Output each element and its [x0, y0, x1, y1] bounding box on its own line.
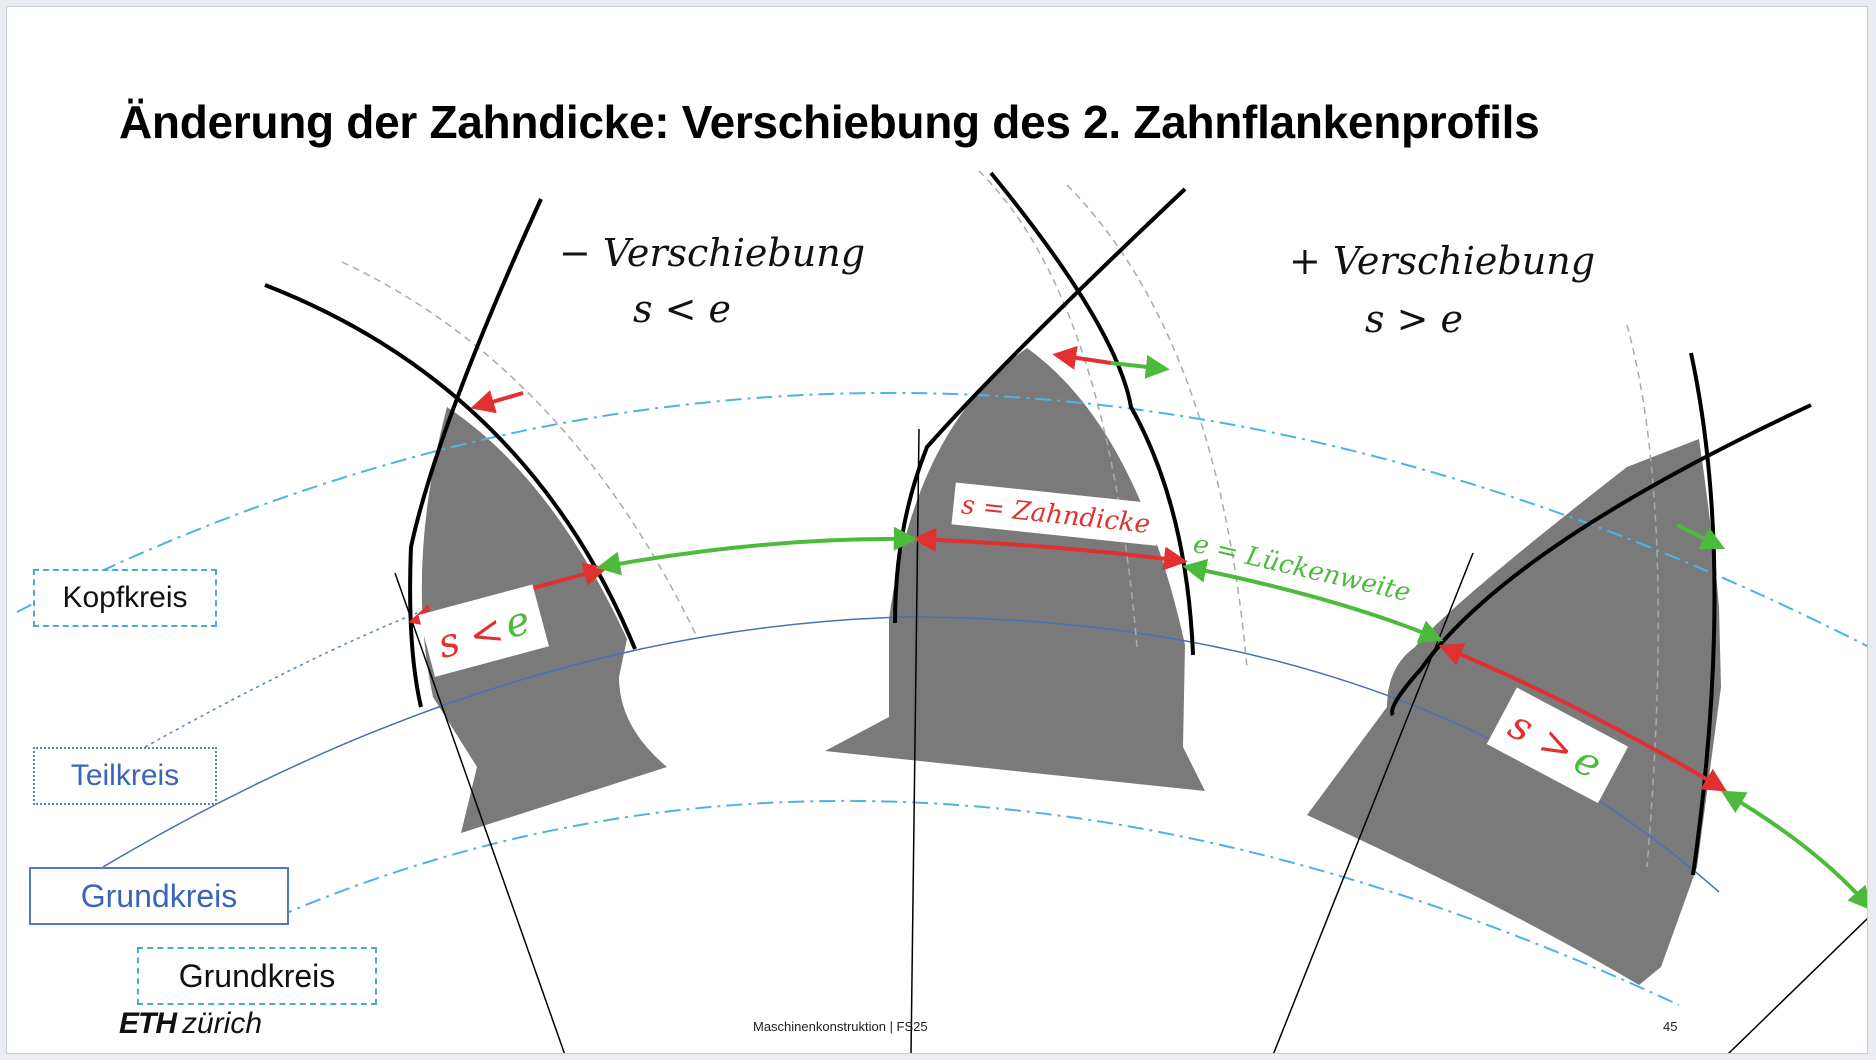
minus-shift-relation: s < e: [633, 287, 731, 331]
kopfkreis-connector: [144, 612, 418, 748]
plate-s-gt-e: [1486, 687, 1629, 804]
plate-s-lt-e: [418, 584, 549, 677]
slide: s < e s > e s = Zahndicke e = Lückenweit…: [6, 6, 1868, 1054]
tooth-middle: [825, 348, 1205, 791]
arrow-s-right: [1438, 643, 1728, 792]
plate-zahndicke: [951, 482, 1161, 546]
ref-profile-mid-1: [978, 170, 1138, 648]
arrow-shift-left: [470, 390, 524, 414]
lueckenweite-label: e = Lückenweite: [1190, 529, 1413, 608]
flank-right-b: [1390, 403, 1812, 717]
radial-line-corner: [1727, 917, 1867, 1053]
flank-right-a: [1689, 352, 1717, 876]
gear-tooth-diagram: s < e s > e s = Zahndicke e = Lückenweit…: [16, 170, 1867, 1053]
kopfkreis-label: Kopfkreis: [33, 569, 217, 627]
eth-logo-eth: ETH: [119, 1007, 177, 1040]
footer-page-number: 45: [1663, 1019, 1678, 1034]
eth-logo: ETH zürich: [119, 1007, 262, 1041]
arrow-e-left: [596, 526, 918, 576]
page-title: Änderung der Zahndicke: Verschiebung des…: [119, 96, 1540, 148]
plus-shift-relation: s > e: [1365, 297, 1463, 341]
minus-shift-label: − Verschiebung: [559, 231, 866, 275]
grundkreis-solid-label: Grundkreis: [29, 867, 289, 925]
arrow-shift-right-green: [1676, 523, 1726, 550]
teilkreis-label: Teilkreis: [33, 747, 217, 805]
eth-logo-zurich: zürich: [182, 1007, 263, 1040]
flank-left-outer: [408, 198, 543, 708]
arrow-e-middle: [1182, 558, 1444, 643]
grundkreis-dashed-label: Grundkreis: [137, 947, 377, 1005]
arrow-shift-top-red: [1052, 345, 1112, 370]
plus-shift-label: + Verschiebung: [1289, 239, 1596, 283]
arrow-e-right: [1720, 790, 1867, 911]
kopfkreis-arc: [16, 391, 1867, 648]
arrow-shift-top-green: [1110, 354, 1170, 379]
arrow-s-middle: [912, 527, 1188, 571]
radial-line-left: [394, 572, 566, 1053]
footer-course: Maschinenkonstruktion | FS25: [753, 1019, 928, 1034]
